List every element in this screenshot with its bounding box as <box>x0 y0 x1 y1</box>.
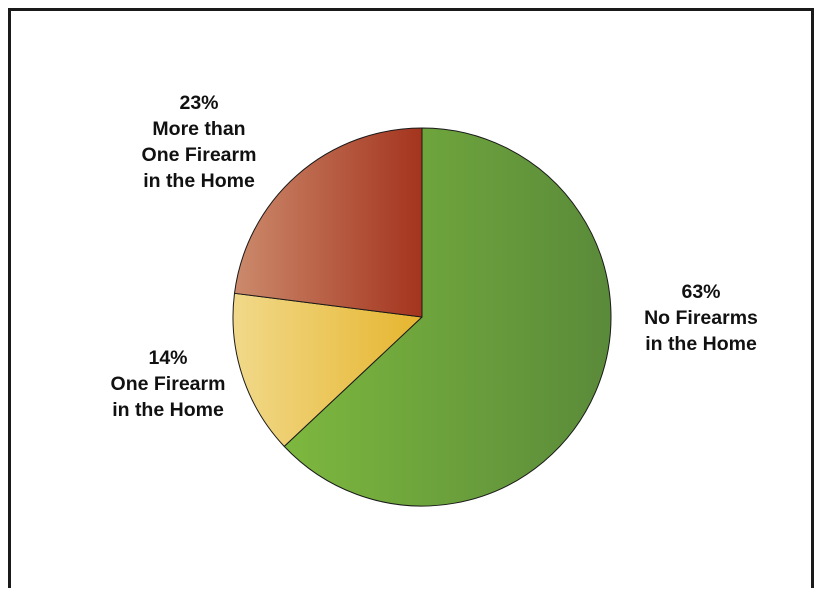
slice-label-no-firearms-line-2: in the Home <box>645 333 757 355</box>
slice-label-one-firearm-line-2: in the Home <box>112 399 224 421</box>
slice-label-no-firearms: 63% No Firearms in the Home <box>644 279 758 357</box>
pie-chart <box>232 127 612 507</box>
slice-label-no-firearms-line-1: No Firearms <box>644 307 758 329</box>
chart-frame: 63% No Firearms in the Home 14% One Fire… <box>8 8 814 588</box>
slice-label-more-than-one-line-2: One Firearm <box>141 144 257 166</box>
slice-label-more-than-one-line-1: More than <box>152 118 246 140</box>
pie-slice-no-firearms <box>283 127 612 507</box>
slice-label-one-firearm-pct: 14% <box>148 347 188 369</box>
slice-label-more-than-one-pct: 23% <box>179 92 219 114</box>
slice-label-more-than-one-firearm: 23% More than One Firearm in the Home <box>142 90 257 194</box>
pie-slice-one-firearm <box>232 292 423 447</box>
slice-label-one-firearm-line-1: One Firearm <box>110 373 226 395</box>
slice-label-no-firearms-pct: 63% <box>681 281 721 303</box>
slice-label-one-firearm: 14% One Firearm in the Home <box>111 345 226 423</box>
slice-label-more-than-one-line-3: in the Home <box>143 170 255 192</box>
pie-slice-more-than-one-firearm <box>233 127 423 318</box>
